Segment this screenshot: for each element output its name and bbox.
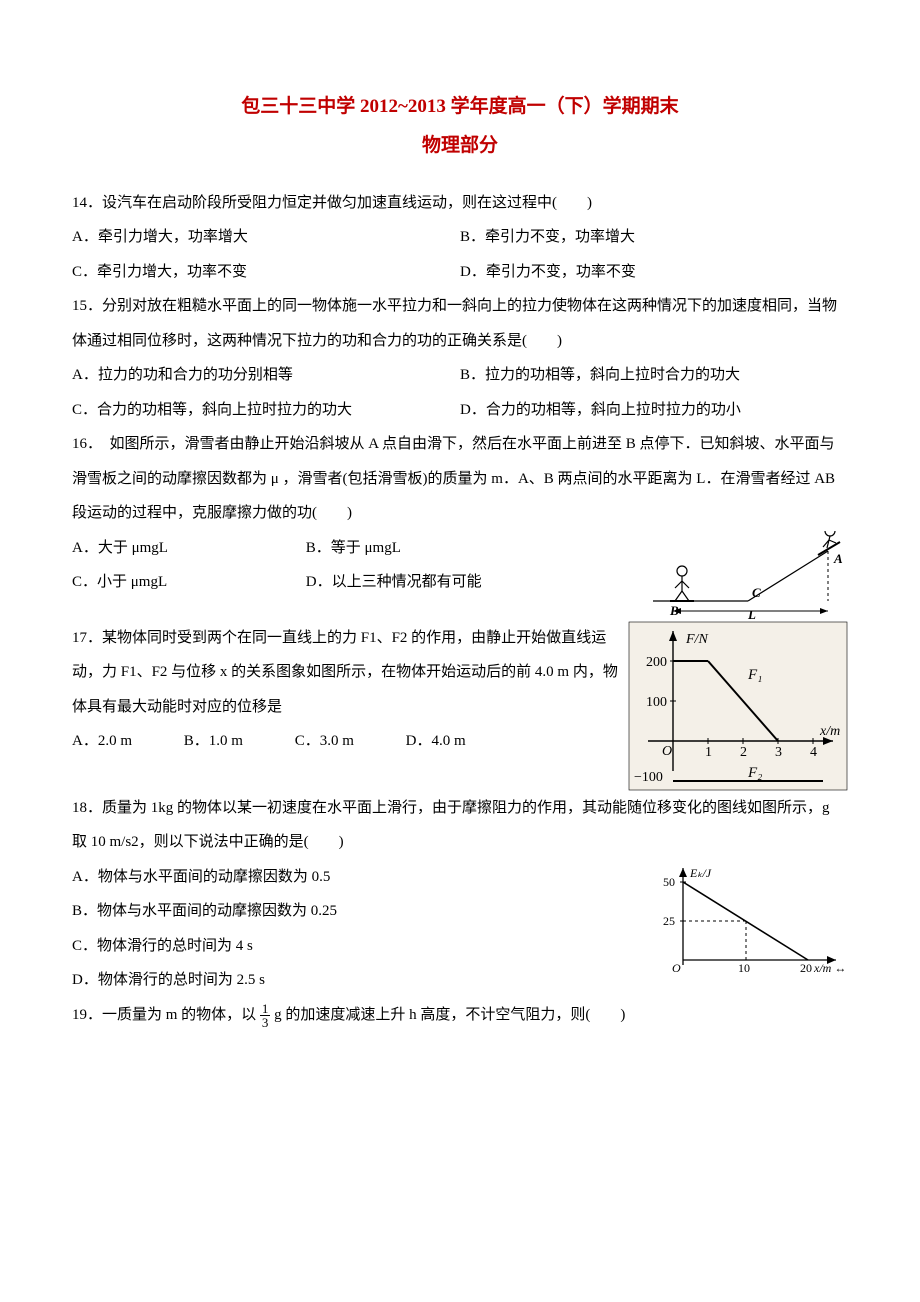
svg-text:3: 3 (775, 745, 782, 760)
svg-text:A: A (833, 551, 843, 566)
q17-opt-c: C．3.0 m (295, 724, 354, 759)
q14-options: A．牵引力增大，功率增大 B．牵引力不变，功率增大 C．牵引力增大，功率不变 D… (72, 220, 848, 289)
q17-opt-d: D．4.0 m (406, 724, 466, 759)
q19-fraction: 1 3 (260, 1002, 271, 1029)
svg-text:x/m ↔: x/m ↔ (813, 961, 846, 975)
q14-opt-d: D．牵引力不变，功率不变 (460, 255, 848, 290)
q16-opt-a: A．大于 μmgL (72, 531, 302, 566)
svg-text:1: 1 (705, 745, 712, 760)
svg-text:O: O (672, 961, 681, 975)
svg-text:4: 4 (810, 745, 817, 760)
svg-text:L: L (747, 607, 756, 621)
q18-figure: 50 25 Eₖ/J O 10 20 x/m ↔ (658, 860, 848, 975)
q19-post: g 的加速度减速上升 h 高度，不计空气阻力，则( ) (274, 1007, 625, 1023)
q18-text: 18．质量为 1kg 的物体以某一初速度在水平面上滑行，由于摩擦阻力的作用，其动… (72, 791, 848, 860)
q15-options: A．拉力的功和合力的功分别相等 B．拉力的功相等，斜向上拉时合力的功大 C．合力… (72, 358, 848, 427)
svg-text:200: 200 (646, 655, 667, 670)
svg-text:100: 100 (646, 695, 667, 710)
q15-opt-a: A．拉力的功和合力的功分别相等 (72, 358, 460, 393)
q16-figure: A B C L (648, 531, 848, 621)
svg-text:F/N: F/N (685, 632, 708, 647)
svg-text:O: O (662, 744, 672, 759)
q17-opt-b: B．1.0 m (184, 724, 243, 759)
svg-text:F₂: F₂ (747, 765, 762, 781)
q15-opt-c: C．合力的功相等，斜向上拉时拉力的功大 (72, 393, 460, 428)
q16-opt-d: D．以上三种情况都有可能 (306, 574, 482, 590)
q19-pre: 19．一质量为 m 的物体，以 (72, 1007, 256, 1023)
q17-opt-a: A．2.0 m (72, 724, 132, 759)
svg-text:−100: −100 (634, 770, 663, 785)
q14-opt-c: C．牵引力增大，功率不变 (72, 255, 460, 290)
svg-text:10: 10 (738, 961, 750, 975)
q14-opt-a: A．牵引力增大，功率增大 (72, 220, 460, 255)
exam-title-line1: 包三十三中学 2012~2013 学年度高一（下）学期期末 (72, 90, 848, 124)
svg-text:2: 2 (740, 745, 747, 760)
q19-text: 19．一质量为 m 的物体，以 1 3 g 的加速度减速上升 h 高度，不计空气… (72, 998, 848, 1033)
svg-text:x/m: x/m (819, 724, 840, 739)
svg-text:Eₖ/J: Eₖ/J (689, 866, 712, 880)
q19-frac-num: 1 (260, 1002, 271, 1016)
q19-frac-den: 3 (260, 1016, 271, 1029)
svg-text:25: 25 (663, 914, 675, 928)
q15-text: 15．分别对放在粗糙水平面上的同一物体施一水平拉力和一斜向上的拉力使物体在这两种… (72, 289, 848, 358)
svg-text:B: B (669, 603, 679, 618)
q16-opt-b: B．等于 μmgL (306, 540, 401, 556)
q16-opt-c: C．小于 μmgL (72, 565, 302, 600)
svg-text:F₁: F₁ (747, 667, 762, 683)
svg-text:50: 50 (663, 875, 675, 889)
q16-text: 16． 如图所示，滑雪者由静止开始沿斜坡从 A 点自由滑下，然后在水平面上前进至… (72, 436, 835, 521)
q16-text-part1: 16． 如图所示，滑雪者由静止开始沿斜坡从 A 点自由滑下，然后在水平面上前进至… (72, 427, 848, 531)
q15-opt-b: B．拉力的功相等，斜向上拉时合力的功大 (460, 358, 848, 393)
svg-text:20: 20 (800, 961, 812, 975)
q14-text: 14．设汽车在启动阶段所受阻力恒定并做匀加速直线运动，则在这过程中( ) (72, 186, 848, 221)
q17-figure: F/N 200 100 −100 O 1 2 3 4 x/m F₁ F₂ (628, 621, 848, 791)
svg-text:C: C (752, 585, 761, 600)
q15-opt-d: D．合力的功相等，斜向上拉时拉力的功小 (460, 393, 848, 428)
exam-title-line2: 物理部分 (72, 124, 848, 168)
q14-opt-b: B．牵引力不变，功率增大 (460, 220, 848, 255)
